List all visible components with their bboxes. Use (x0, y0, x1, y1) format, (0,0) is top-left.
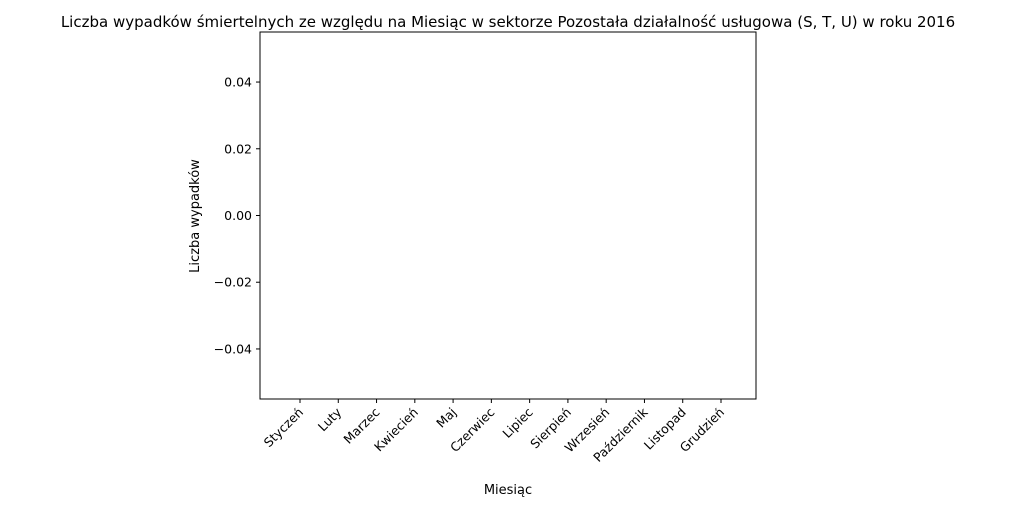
x-tick-label: Luty (315, 404, 345, 434)
x-tick-label: Lipiec (499, 404, 535, 440)
chart-title: Liczba wypadków śmiertelnych ze względu … (61, 13, 955, 31)
x-tick-label: Maj (433, 405, 459, 431)
y-tick-label: −0.02 (214, 275, 252, 290)
y-tick-label: −0.04 (214, 341, 252, 356)
y-tick-label: 0.04 (224, 75, 252, 90)
plot-frame (259, 31, 757, 400)
y-axis: −0.04 −0.02 0.00 0.02 0.04 (214, 75, 260, 356)
y-tick-label: 0.02 (224, 141, 252, 156)
x-tick-label: Styczeń (261, 405, 306, 450)
x-axis-label: Miesiąc (484, 483, 532, 498)
y-axis-label: Liczba wypadków (188, 159, 203, 273)
y-tick-label: 0.00 (224, 208, 252, 223)
